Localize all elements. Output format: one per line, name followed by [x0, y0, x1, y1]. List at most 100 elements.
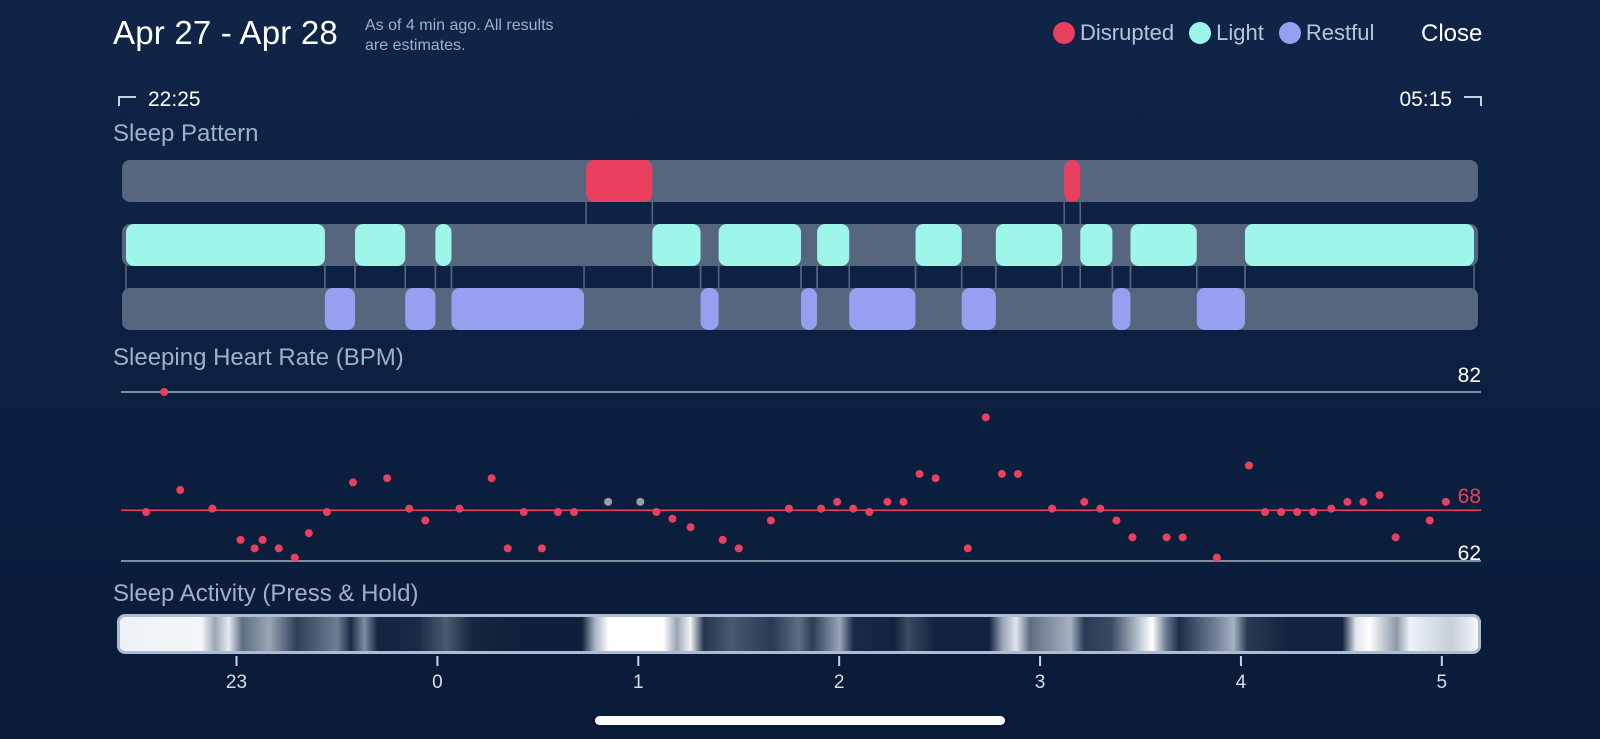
hr-point — [421, 516, 430, 525]
hr-point — [176, 486, 185, 495]
restful-track — [122, 288, 1478, 330]
hr-point — [849, 504, 858, 513]
hr-point — [258, 535, 267, 544]
range-start-bracket-icon — [118, 96, 136, 107]
restful-segment — [961, 288, 996, 330]
restful-dot-icon — [1278, 22, 1301, 44]
date-range-title: Apr 27 - Apr 28 — [113, 14, 338, 51]
hr-max-label: 82 — [1458, 364, 1481, 387]
start-time-label: 22:25 — [148, 88, 201, 111]
restful-segment — [849, 288, 916, 330]
x-axis-tick-label: 4 — [1236, 672, 1247, 693]
light-segment — [817, 224, 850, 266]
hr-point — [503, 544, 512, 553]
hr-point — [865, 507, 874, 516]
legend-label-restful: Restful — [1305, 20, 1375, 45]
hr-point — [899, 497, 908, 506]
hr-min-label: 62 — [1458, 542, 1481, 565]
hr-point — [1327, 504, 1336, 513]
hr-point — [519, 507, 528, 516]
x-axis-tick-label: 2 — [834, 672, 845, 693]
hr-point — [250, 544, 259, 553]
restful-segment — [1112, 288, 1131, 330]
restful-segment — [1196, 288, 1245, 330]
hr-point — [883, 497, 892, 506]
legend: Disrupted Light Restful — [1053, 20, 1389, 46]
sleep-pattern-title: Sleep Pattern — [113, 120, 259, 147]
restful-segment — [700, 288, 719, 330]
hr-point — [537, 544, 546, 553]
hr-point — [734, 544, 743, 553]
hr-point — [997, 469, 1006, 478]
hr-point — [349, 478, 358, 487]
light-segment — [1080, 224, 1113, 266]
hr-point — [1309, 507, 1318, 516]
hr-avg-label: 68 — [1458, 485, 1481, 508]
hr-point — [1080, 497, 1089, 506]
hr-point — [1375, 491, 1384, 500]
estimate-note-line-1: As of 4 min ago. All results — [365, 17, 554, 34]
legend-item-restful: Restful — [1278, 20, 1375, 46]
hr-point — [1128, 533, 1137, 542]
hr-point — [487, 474, 496, 483]
hr-point — [1112, 516, 1121, 525]
light-segment — [355, 224, 406, 266]
hr-point — [1359, 497, 1368, 506]
hr-point — [570, 507, 578, 516]
x-axis-tick-label: 5 — [1437, 672, 1448, 693]
legend-item-disrupted: Disrupted — [1053, 20, 1174, 46]
restful-segment — [451, 288, 585, 330]
hr-point — [1244, 461, 1253, 470]
end-time: 05:15 — [1399, 88, 1482, 112]
x-axis-tick-label: 0 — [432, 672, 443, 693]
hr-point — [383, 474, 392, 483]
hr-point — [322, 507, 331, 516]
close-button[interactable]: Close — [1421, 20, 1483, 47]
estimate-note-line-2: are estimates. — [365, 37, 466, 54]
hr-point — [1277, 507, 1286, 516]
legend-label-light: Light — [1216, 20, 1264, 45]
hr-point — [1261, 507, 1270, 516]
restful-segment — [324, 288, 356, 330]
disrupted-dot-icon — [1053, 22, 1075, 44]
hr-point — [1178, 533, 1187, 542]
light-dot-icon — [1189, 22, 1212, 44]
hr-point — [274, 544, 283, 553]
hr-point — [668, 514, 677, 523]
hr-point — [405, 504, 414, 513]
hr-point — [1162, 533, 1171, 542]
hr-point — [981, 413, 990, 422]
hr-point — [455, 504, 464, 513]
hr-point — [1391, 533, 1400, 542]
light-segment — [915, 224, 962, 266]
hr-point — [652, 507, 661, 516]
x-axis-tick-label: 1 — [633, 672, 644, 693]
start-time: 22:25 — [118, 88, 201, 112]
end-time-label: 05:15 — [1399, 88, 1452, 111]
hr-point — [1441, 497, 1450, 506]
legend-item-light: Light — [1189, 20, 1264, 46]
disrupted-segment — [586, 160, 653, 202]
hr-point — [915, 469, 924, 478]
hr-point — [553, 507, 562, 516]
hr-point — [236, 535, 245, 544]
light-segment — [995, 224, 1063, 266]
hr-point — [833, 497, 842, 506]
estimate-note: As of 4 min ago. All results are estimat… — [365, 16, 615, 56]
hr-point — [1343, 497, 1352, 506]
hr-point — [160, 388, 169, 396]
hr-point — [142, 507, 151, 516]
restful-segment — [801, 288, 818, 330]
hr-point — [963, 544, 972, 553]
restful-segment — [405, 288, 436, 330]
sleep-activity-bar[interactable] — [117, 614, 1481, 654]
hr-point — [686, 523, 695, 532]
light-segment — [718, 224, 802, 266]
heart-rate-title: Sleeping Heart Rate (BPM) — [113, 344, 404, 371]
disrupted-track — [122, 160, 1478, 202]
home-indicator[interactable] — [595, 716, 1005, 725]
range-end-bracket-icon — [1464, 96, 1482, 107]
hr-estimated-point — [636, 497, 645, 506]
hr-point — [1013, 469, 1022, 478]
